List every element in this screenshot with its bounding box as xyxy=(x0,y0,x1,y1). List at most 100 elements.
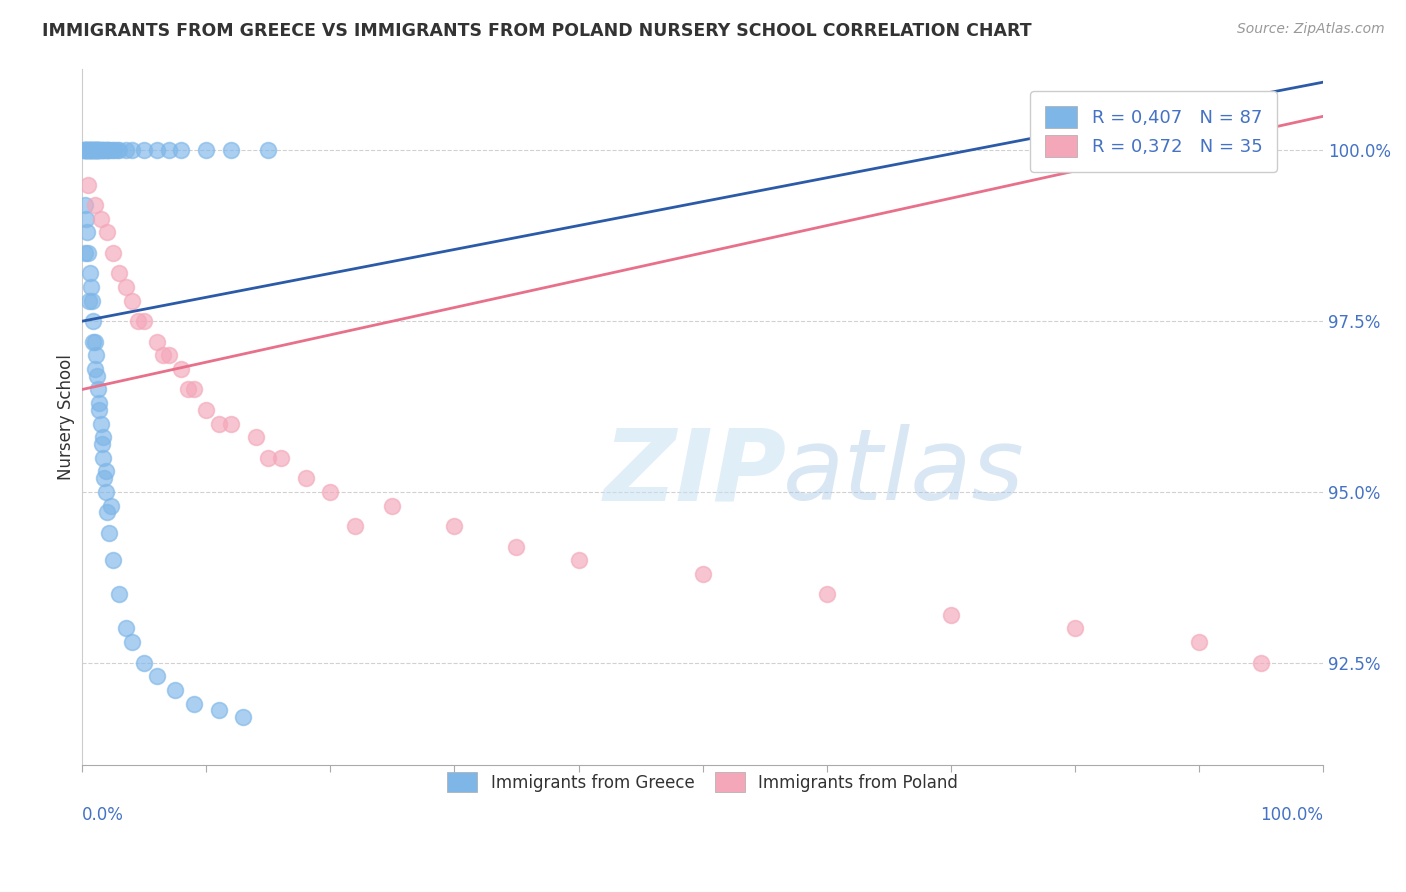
Point xyxy=(294,471,316,485)
Point xyxy=(90,211,112,226)
Point xyxy=(208,703,231,717)
Text: Source: ZipAtlas.com: Source: ZipAtlas.com xyxy=(1237,22,1385,37)
Point xyxy=(91,437,114,451)
Point xyxy=(73,144,96,158)
Point xyxy=(1188,635,1211,649)
Point xyxy=(76,144,98,158)
Point xyxy=(84,144,107,158)
Point xyxy=(232,710,254,724)
Point xyxy=(84,144,107,158)
Point xyxy=(152,348,174,362)
Point xyxy=(96,144,118,158)
Point xyxy=(79,266,101,280)
Text: IMMIGRANTS FROM GREECE VS IMMIGRANTS FROM POLAND NURSERY SCHOOL CORRELATION CHAR: IMMIGRANTS FROM GREECE VS IMMIGRANTS FRO… xyxy=(42,22,1032,40)
Point xyxy=(91,144,114,158)
Point xyxy=(257,450,280,465)
Point xyxy=(80,280,103,294)
Point xyxy=(170,144,193,158)
Point xyxy=(98,525,121,540)
Point xyxy=(89,403,111,417)
Point xyxy=(75,144,97,158)
Point xyxy=(108,266,131,280)
Point xyxy=(1250,656,1272,670)
Point xyxy=(82,144,104,158)
Point xyxy=(87,396,110,410)
Point xyxy=(80,144,103,158)
Point xyxy=(82,144,104,158)
Point xyxy=(73,144,96,158)
Point xyxy=(77,246,100,260)
Point xyxy=(127,314,149,328)
Text: ZIP: ZIP xyxy=(603,424,786,521)
Point xyxy=(75,246,97,260)
Point xyxy=(121,635,143,649)
Point xyxy=(90,144,112,158)
Point xyxy=(319,484,342,499)
Point xyxy=(108,587,131,601)
Point xyxy=(90,417,112,431)
Point xyxy=(86,144,108,158)
Point xyxy=(94,484,117,499)
Point xyxy=(134,144,156,158)
Point xyxy=(94,144,117,158)
Point xyxy=(134,656,156,670)
Point xyxy=(121,293,143,308)
Point xyxy=(91,450,114,465)
Point xyxy=(121,144,143,158)
Point xyxy=(195,144,218,158)
Point xyxy=(257,144,280,158)
Point xyxy=(195,403,218,417)
Point xyxy=(79,144,101,158)
Point xyxy=(219,417,242,431)
Point xyxy=(91,430,114,444)
Point xyxy=(157,348,180,362)
Point xyxy=(77,293,100,308)
Point xyxy=(93,471,115,485)
Point xyxy=(76,144,98,158)
Point xyxy=(105,144,128,158)
Text: atlas: atlas xyxy=(783,424,1025,521)
Point xyxy=(80,144,103,158)
Point xyxy=(83,334,105,349)
Point xyxy=(83,144,105,158)
Point xyxy=(82,334,104,349)
Point xyxy=(80,293,103,308)
Point xyxy=(101,246,124,260)
Point xyxy=(344,519,367,533)
Point xyxy=(114,144,136,158)
Point xyxy=(84,348,107,362)
Point xyxy=(93,144,115,158)
Point xyxy=(91,144,114,158)
Point xyxy=(145,144,167,158)
Point xyxy=(114,280,136,294)
Point xyxy=(176,383,198,397)
Point xyxy=(219,144,242,158)
Point xyxy=(84,362,107,376)
Text: 0.0%: 0.0% xyxy=(82,806,124,824)
Point xyxy=(100,499,122,513)
Point xyxy=(87,144,110,158)
Point xyxy=(79,144,101,158)
Point xyxy=(103,144,125,158)
Point xyxy=(86,368,108,383)
Point xyxy=(145,334,167,349)
Point xyxy=(75,211,97,226)
Point xyxy=(96,505,118,519)
Y-axis label: Nursery School: Nursery School xyxy=(58,354,75,480)
Point xyxy=(75,144,97,158)
Point xyxy=(114,622,136,636)
Point xyxy=(83,198,105,212)
Point xyxy=(77,144,100,158)
Point xyxy=(77,178,100,192)
Point xyxy=(75,144,97,158)
Point xyxy=(1064,622,1087,636)
Point xyxy=(82,314,104,328)
Point xyxy=(77,144,100,158)
Point xyxy=(270,450,292,465)
Text: 100.0%: 100.0% xyxy=(1260,806,1323,824)
Point xyxy=(108,144,131,158)
Point xyxy=(183,697,205,711)
Point xyxy=(86,144,108,158)
Point xyxy=(183,383,205,397)
Point xyxy=(72,144,94,158)
